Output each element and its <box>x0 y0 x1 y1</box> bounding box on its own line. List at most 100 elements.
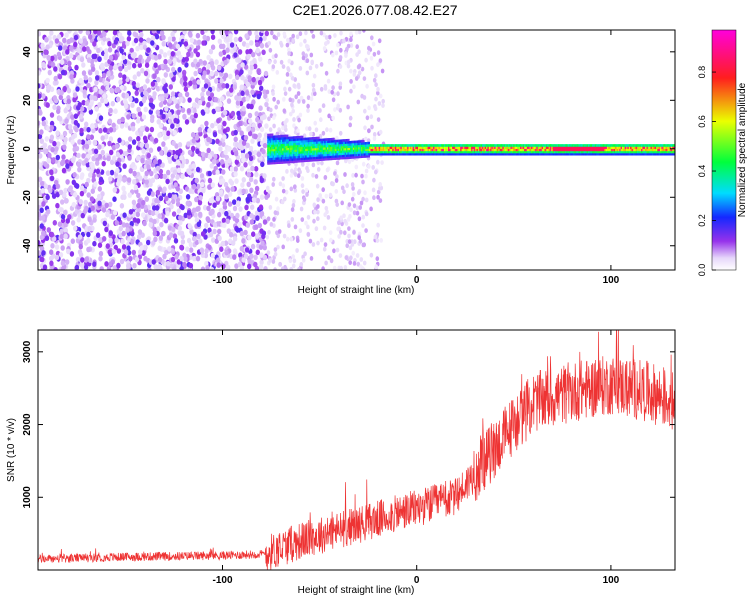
heatmap-cell <box>291 254 296 259</box>
heatmap-cell <box>108 176 113 182</box>
heatmap-cell <box>244 153 250 159</box>
heatmap-cell <box>134 90 139 96</box>
heatmap-cell <box>40 256 45 263</box>
heatmap-cell <box>38 147 41 153</box>
heatmap-cell <box>194 135 200 141</box>
heatmap-cell <box>239 165 245 172</box>
heatmap-cell <box>282 31 287 37</box>
heatmap-cell <box>200 231 206 237</box>
heatmap-cell <box>186 210 192 216</box>
heatmap-cell <box>299 42 303 47</box>
heatmap-cell <box>139 245 144 251</box>
heatmap-cell <box>76 47 82 54</box>
heatmap-cell <box>225 218 230 225</box>
heatmap-cell <box>97 102 102 108</box>
heatmap-cell <box>73 34 79 41</box>
heatmap-cell <box>131 80 137 87</box>
heatmap-cell <box>126 245 131 251</box>
heatmap-cell <box>43 149 48 155</box>
heatmap-cell <box>245 196 250 203</box>
heatmap-cell <box>258 263 264 270</box>
heatmap-cell <box>55 130 60 136</box>
heatmap-cell <box>117 137 122 144</box>
heatmap-cell <box>63 107 68 114</box>
heatmap-cell <box>182 30 187 35</box>
heatmap-cell <box>322 225 327 231</box>
heatmap-cell <box>108 136 114 142</box>
heatmap-cell <box>233 52 238 58</box>
heatmap-cell <box>339 30 343 36</box>
heatmap-cell <box>357 216 362 222</box>
heatmap-cell <box>150 35 156 41</box>
heatmap-cell <box>230 186 235 192</box>
heatmap-cell <box>232 199 237 205</box>
heatmap-cell <box>69 251 75 257</box>
heatmap-cell <box>232 205 238 212</box>
heatmap-cell <box>312 218 316 224</box>
heatmap-cell <box>67 30 72 34</box>
heatmap-cell <box>197 67 202 74</box>
heatmap-cell <box>107 140 112 147</box>
heatmap-cell <box>170 123 175 129</box>
heatmap-cell <box>151 259 156 265</box>
heatmap-cell <box>136 202 141 209</box>
heatmap-cell <box>143 106 148 113</box>
heatmap-cell <box>49 134 55 141</box>
heatmap-cell <box>189 37 195 44</box>
heatmap-cell <box>349 37 353 43</box>
heatmap-cell <box>69 53 74 59</box>
heatmap-cell <box>367 141 370 145</box>
heatmap-cell <box>285 79 290 85</box>
heatmap-cell <box>256 151 261 158</box>
heatmap-cell <box>269 107 273 113</box>
heatmap-cell <box>206 205 211 212</box>
heatmap-cell <box>296 173 301 179</box>
heatmap-cell <box>44 136 49 142</box>
heatmap-cell <box>252 57 257 64</box>
heatmap-cell <box>334 178 339 183</box>
heatmap-cell <box>189 247 194 253</box>
heatmap-cell <box>251 51 256 58</box>
heatmap-cell <box>161 34 166 41</box>
heatmap-cell <box>189 229 194 235</box>
heatmap-cell <box>143 204 148 211</box>
heatmap-cell <box>304 30 308 36</box>
heatmap-cell <box>134 256 140 263</box>
heatmap-cell <box>233 166 238 172</box>
heatmap-cell <box>148 222 153 228</box>
heatmap-cell <box>221 169 226 175</box>
heatmap-cell <box>58 116 63 122</box>
heatmap-cell <box>306 214 311 220</box>
heatmap-cell <box>74 126 79 133</box>
heatmap-cell <box>108 230 114 236</box>
heatmap-cell <box>217 228 222 235</box>
heatmap-cell <box>52 220 57 226</box>
heatmap-cell <box>134 97 139 104</box>
heatmap-cell <box>315 183 320 189</box>
heatmap-cell <box>159 221 164 228</box>
heatmap-cell <box>274 104 279 110</box>
heatmap-cell <box>372 177 376 183</box>
heatmap-cell <box>173 238 179 244</box>
heatmap-cell <box>316 216 320 222</box>
heatmap-cell <box>282 97 286 102</box>
heatmap-cell <box>163 64 168 70</box>
heatmap-cell <box>327 255 331 260</box>
heatmap-cell <box>374 264 379 270</box>
heatmap-cell <box>162 253 167 260</box>
heatmap-cell <box>234 95 239 101</box>
heatmap-cell <box>90 188 96 194</box>
heatmap-cell <box>104 48 109 54</box>
heatmap-cell <box>112 265 117 270</box>
heatmap-cell <box>168 42 173 48</box>
heatmap-cell <box>234 69 240 76</box>
heatmap-cell <box>70 114 75 120</box>
heatmap-cell <box>102 93 107 99</box>
heatmap-cell <box>376 117 381 122</box>
heatmap-cell <box>292 258 297 264</box>
heatmap-cell <box>349 31 353 37</box>
heatmap-cell <box>196 142 201 148</box>
heatmap-cell <box>226 146 232 152</box>
heatmap-cell <box>159 173 164 179</box>
heatmap-cell <box>346 59 351 65</box>
